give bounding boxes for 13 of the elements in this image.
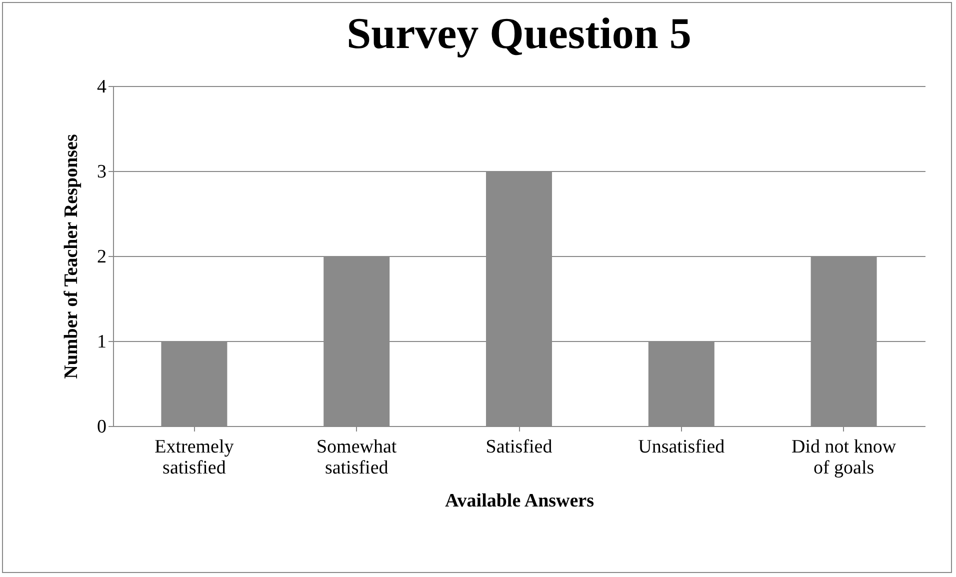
- y-tick-label: 4: [97, 76, 107, 98]
- chart-title: Survey Question 5: [346, 9, 692, 58]
- x-tick-label: Extremely satisfied: [154, 436, 234, 478]
- x-tick-label: Somewhat satisfied: [316, 436, 398, 478]
- x-tick-label: Unsatisfied: [638, 436, 726, 458]
- x-tick-label: Satisfied: [486, 436, 553, 458]
- x-tick-label: Did not know of goals: [792, 436, 896, 478]
- y-tick-label: 3: [97, 162, 106, 182]
- y-tick-label: 0: [97, 416, 106, 438]
- x-axis-title: Available Answers: [444, 490, 594, 512]
- y-tick-label: 2: [97, 246, 106, 268]
- y-tick-label: 1: [97, 332, 106, 352]
- y-axis-title: Number of Teacher Responses: [61, 134, 82, 379]
